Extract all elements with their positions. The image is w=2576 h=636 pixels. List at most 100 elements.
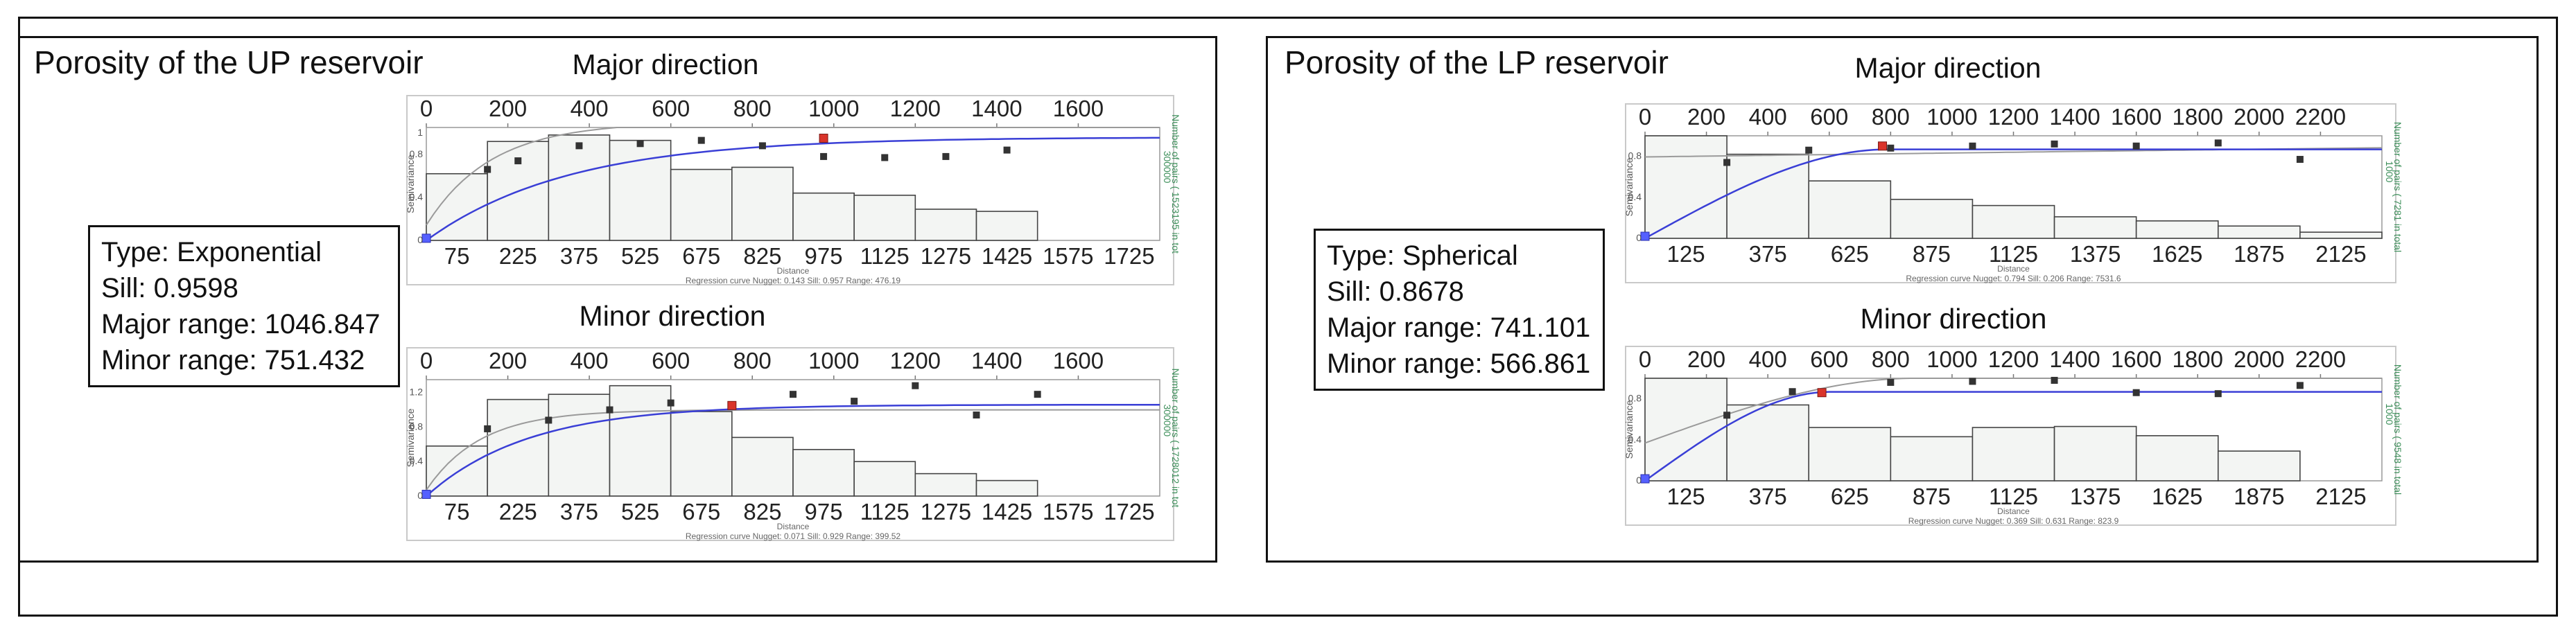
x-bottom-tick-label: 525 <box>621 499 659 524</box>
x-bottom-tick-label: 675 <box>682 499 720 524</box>
x-bottom-tick-label: 1425 <box>982 499 1032 524</box>
y-tick-label: 0.4 <box>1628 434 1642 445</box>
x-top-tick-label: 800 <box>733 96 772 121</box>
y-axis-label: Semivariance <box>405 408 416 467</box>
right-axis-tick-label: 300000 <box>1162 404 1173 436</box>
x-top-tick-label: 1000 <box>1926 346 1977 372</box>
empirical-point <box>1887 378 1895 386</box>
y-tick-label: 0.4 <box>410 455 424 466</box>
y-tick-label: 1.2 <box>410 387 424 398</box>
histogram-bar <box>1972 204 2055 239</box>
origin-marker <box>421 233 431 243</box>
x-bottom-tick-label: 875 <box>1913 241 1951 267</box>
empirical-point <box>820 152 828 160</box>
empirical-point <box>1003 146 1011 154</box>
highlighted-point <box>819 134 828 143</box>
histogram-bar <box>670 168 733 241</box>
variogram-chart-lp-major: 0 200 400 600 800 1000 1200 1400 1600 1800 2000 220… <box>1624 103 2403 283</box>
minor-range: Minor range: 566.861 <box>1327 348 1591 379</box>
x-bottom-tick-label: 525 <box>621 243 659 269</box>
x-bottom-tick-label: 975 <box>805 499 843 524</box>
empirical-point <box>973 412 980 419</box>
empirical-point <box>2296 156 2304 164</box>
right-axis-label: Number of pairs ( 7281 in total <box>2392 122 2403 252</box>
x-bottom-tick-label: 125 <box>1667 241 1705 267</box>
empirical-point <box>545 416 552 424</box>
histogram-bar <box>975 211 1038 241</box>
x-bottom-tick-label: 1575 <box>1043 499 1093 524</box>
x-bottom-tick-label: 375 <box>560 243 598 269</box>
x-bottom-tick-label: 75 <box>444 243 470 269</box>
x-top-tick-label: 1400 <box>2049 104 2100 130</box>
x-top-tick-label: 1200 <box>1988 346 2039 372</box>
chart-title: Major direction <box>1854 52 2042 84</box>
x-bottom-tick-label: 1125 <box>860 499 910 524</box>
x-bottom-tick-label: 1625 <box>2152 484 2202 509</box>
y-tick-label: 0 <box>1636 232 1642 243</box>
x-bottom-tick-label: 1125 <box>860 243 910 269</box>
empirical-point <box>1805 146 1813 154</box>
x-top-tick-label: 1400 <box>971 348 1022 373</box>
right-axis-label: Number of pairs ( 9548 in total <box>2392 364 2403 495</box>
x-bottom-tick-label: 1375 <box>2070 484 2121 509</box>
y-axis-label: Semivariance <box>405 154 416 213</box>
chart-title: Minor direction <box>1860 303 2047 335</box>
y-tick-label: 0.8 <box>1628 393 1642 404</box>
y-tick-label: 0 <box>417 234 423 245</box>
histogram-bar <box>1890 198 1974 239</box>
major-range: Major range: 1046.847 <box>101 309 381 339</box>
variogram-model-curve <box>426 403 1160 497</box>
chart-title: Major direction <box>572 48 759 80</box>
x-top-tick-label: 1400 <box>971 96 1022 121</box>
variogram-parameters-box: Type: Spherical Sill: 0.8678 Major range… <box>1314 229 1605 391</box>
highlighted-point <box>1878 141 1888 151</box>
regression-footer: Regression curve Nugget: 0.071 Sill: 0.9… <box>686 531 901 541</box>
y-axis-label: Semivariance <box>1624 157 1635 216</box>
right-axis-tick-label: 1000 <box>2384 403 2395 425</box>
x-top-tick-label: 800 <box>1872 104 1910 130</box>
y-axis-label: Semivariance <box>1624 400 1635 459</box>
right-axis-label: Number of pairs ( 1728012 in tot <box>1170 369 1181 508</box>
histogram-bar <box>2217 450 2301 482</box>
empirical-point <box>881 154 889 161</box>
histogram-bar <box>670 411 733 497</box>
x-top-tick-label: 2000 <box>2234 104 2284 130</box>
empirical-point <box>942 152 950 160</box>
histogram-bar <box>1808 180 1892 239</box>
chart-title: Minor direction <box>579 300 766 332</box>
histogram-bar <box>792 449 855 497</box>
histogram-bar <box>1726 404 1810 482</box>
y-tick-label: 0.8 <box>1628 150 1642 161</box>
x-top-tick-label: 1000 <box>808 348 859 373</box>
x-top-tick-label: 0 <box>1639 104 1651 130</box>
histogram-bar <box>1644 378 1728 482</box>
x-top-tick-label: 800 <box>1872 346 1910 372</box>
histogram-bar <box>487 398 550 497</box>
y-tick-label: 0.8 <box>410 148 424 159</box>
x-top-tick-label: 1000 <box>808 96 859 121</box>
variogram-chart-up-minor: 0 200 400 600 800 1000 1200 1400 1600 0 0.4 0.8 1.2 S… <box>405 347 1181 541</box>
right-axis-tick-label: 1000 <box>2384 161 2395 182</box>
x-bottom-tick-label: 1725 <box>1104 243 1154 269</box>
empirical-point <box>697 136 705 144</box>
x-bottom-tick-label: 825 <box>743 499 781 524</box>
origin-marker <box>1640 231 1650 241</box>
histogram-bar <box>1644 135 1728 239</box>
histogram-bar <box>609 139 672 241</box>
x-top-tick-label: 0 <box>420 348 433 373</box>
x-top-tick-label: 600 <box>652 96 690 121</box>
x-bottom-tick-label: 2125 <box>2315 241 2366 267</box>
empirical-point <box>575 142 583 150</box>
x-top-tick-label: 600 <box>1810 346 1848 372</box>
x-top-tick-label: 200 <box>1687 104 1725 130</box>
x-top-tick-label: 600 <box>1810 104 1848 130</box>
x-top-tick-label: 400 <box>1749 346 1787 372</box>
x-top-tick-label: 1600 <box>1053 348 1104 373</box>
histogram-bar <box>2217 225 2301 239</box>
highlighted-point <box>1817 388 1827 398</box>
empirical-point <box>2214 139 2222 147</box>
variogram-model-curve <box>1644 391 2382 482</box>
empirical-point <box>2296 382 2304 389</box>
model-type: Type: Exponential <box>101 237 322 267</box>
x-axis-label: Distance <box>1997 506 2030 516</box>
